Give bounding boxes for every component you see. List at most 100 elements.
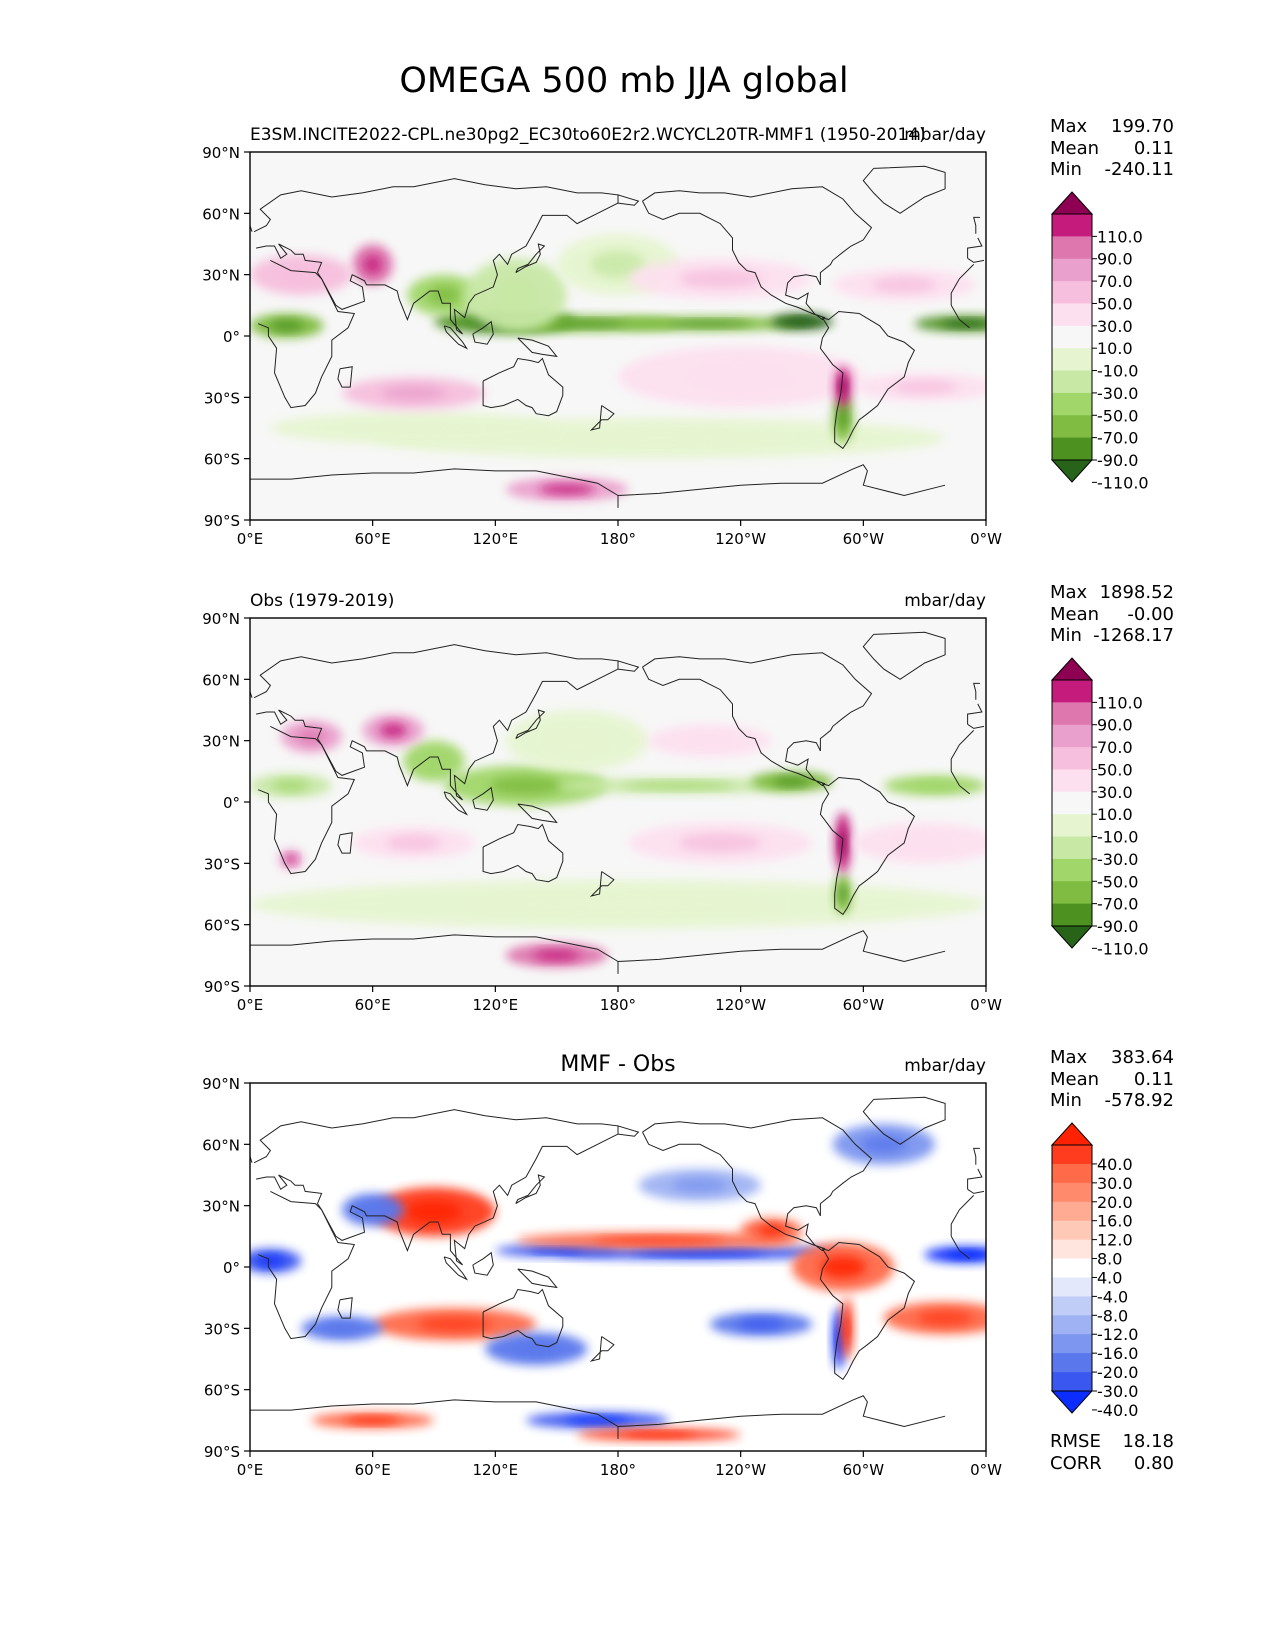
coastline-north-america bbox=[642, 652, 873, 787]
lon-tick-label: 120°E bbox=[473, 530, 519, 548]
coastlines bbox=[250, 1096, 985, 1439]
stat-min-value: -240.11 bbox=[1105, 159, 1174, 180]
colorbar-extend-min bbox=[1050, 925, 1094, 949]
colorbar-level-label: -30.0 bbox=[1097, 850, 1138, 869]
colorbar-extend-min bbox=[1050, 1390, 1094, 1414]
coastline-africa bbox=[950, 730, 975, 772]
coastline-new-zealand bbox=[589, 405, 615, 431]
field-core bbox=[489, 776, 563, 795]
coastline-australia bbox=[482, 357, 564, 417]
colorbar-segment bbox=[1052, 1334, 1092, 1354]
field-core bbox=[545, 320, 629, 328]
stat-min-value: -1268.17 bbox=[1093, 625, 1174, 646]
field-core bbox=[345, 1416, 401, 1425]
coastline-eurasia bbox=[253, 178, 619, 335]
lat-tick-label: 30°N bbox=[202, 1198, 240, 1216]
colorbar-level-label: -110.0 bbox=[1097, 939, 1149, 958]
lon-tick-label: 60°W bbox=[843, 530, 885, 548]
colorbar-segment bbox=[1052, 437, 1092, 461]
coastline-borneo bbox=[472, 1251, 494, 1276]
coastline-antarctica bbox=[617, 930, 946, 974]
stat-min-label: Min bbox=[1050, 159, 1082, 180]
field-core bbox=[590, 250, 646, 279]
stat-mean-value: 0.11 bbox=[1134, 1069, 1174, 1090]
coastline-borneo bbox=[472, 786, 494, 811]
lon-tick-label: 120°W bbox=[715, 996, 766, 1014]
stat-max-value: 199.70 bbox=[1111, 116, 1174, 137]
colorbar-level-label: 50.0 bbox=[1097, 760, 1133, 779]
map-background bbox=[250, 618, 986, 986]
colorbar-level-label: 50.0 bbox=[1097, 294, 1133, 313]
panel-diff: 90°N 60°N 30°N 0° 30°S 60°S 90°S0°E 60°E 120°E 18… bbox=[202, 1047, 1174, 1479]
lon-tick-label: 120°W bbox=[715, 1461, 766, 1479]
coastline-madagascar bbox=[337, 1297, 353, 1319]
field-core bbox=[836, 1324, 842, 1353]
coastline-eurasia bbox=[967, 703, 983, 725]
stat-mean-label: Mean bbox=[1050, 1069, 1099, 1090]
coastline-eurasia bbox=[967, 1188, 985, 1194]
field-core bbox=[379, 723, 407, 738]
colorbar-segment bbox=[1052, 1182, 1092, 1203]
coastline-africa bbox=[950, 771, 970, 795]
coastline-greenland bbox=[862, 631, 946, 680]
stat-max-label: Max bbox=[1050, 582, 1088, 603]
lon-tick-label: 0°E bbox=[237, 530, 264, 548]
coastline-south-america bbox=[819, 776, 916, 916]
coastline-new-guinea bbox=[517, 803, 558, 824]
colorbar-segment bbox=[1052, 1315, 1092, 1335]
colorbar-level-label: 90.0 bbox=[1097, 716, 1133, 735]
colorbar-extend-max bbox=[1050, 191, 1094, 215]
colorbar-segment bbox=[1052, 1239, 1092, 1260]
colorbar-level-label: -20.0 bbox=[1097, 1363, 1138, 1382]
coastline-antarctica bbox=[250, 468, 619, 508]
coastline-australia bbox=[482, 1288, 564, 1348]
coastline-north-america bbox=[642, 1117, 873, 1252]
field-core bbox=[624, 781, 735, 790]
colorbar-frame bbox=[1051, 679, 1093, 927]
colorbar-level-label: -70.0 bbox=[1097, 895, 1138, 914]
lon-tick-label: 120°E bbox=[473, 996, 519, 1014]
field-core bbox=[838, 406, 848, 429]
colorbar-level-label: 40.0 bbox=[1097, 1155, 1133, 1174]
field-core bbox=[363, 255, 382, 274]
colorbar-level-label: 70.0 bbox=[1097, 738, 1133, 757]
stat-rmse-label: RMSE bbox=[1050, 1431, 1101, 1452]
colorbar-segment bbox=[1052, 769, 1092, 793]
field-core bbox=[323, 1322, 361, 1334]
colorbar: 110.0 90.0 70.0 50.0 30.0 10.0 -10.0 -30.0 -50.0… bbox=[1050, 657, 1149, 958]
colorbar-frame bbox=[1051, 213, 1093, 461]
coastline-japan bbox=[515, 709, 546, 740]
colorbar-segment bbox=[1052, 325, 1092, 349]
colorbar-level-label: -90.0 bbox=[1097, 917, 1138, 936]
field-core bbox=[530, 429, 788, 448]
field-core bbox=[544, 726, 610, 755]
stat-corr-value: 0.80 bbox=[1134, 1453, 1174, 1474]
lon-tick-label: 0°W bbox=[970, 996, 1002, 1014]
lat-tick-label: 90°N bbox=[202, 144, 240, 162]
coastline-eurasia bbox=[253, 1109, 619, 1266]
colorbar-segment bbox=[1052, 415, 1092, 439]
coastline-africa bbox=[950, 264, 975, 306]
coastline-antarctica bbox=[250, 1399, 619, 1439]
colorbar-level-label: -4.0 bbox=[1097, 1287, 1128, 1306]
colorbar-extend-max bbox=[1050, 657, 1094, 681]
colorbar-segment bbox=[1052, 702, 1092, 726]
stat-max-value: 383.64 bbox=[1111, 1047, 1174, 1068]
colorbar-segment bbox=[1052, 881, 1092, 905]
coastline-antarctica bbox=[617, 464, 946, 508]
coastline-uk bbox=[973, 682, 980, 700]
panel-title-left: E3SM.INCITE2022-CPL.ne30pg2_EC30to60E2r2… bbox=[250, 125, 926, 145]
field-layer bbox=[250, 233, 986, 502]
colorbar-segment bbox=[1052, 1372, 1092, 1392]
field-core bbox=[635, 1249, 765, 1256]
coastline-south-america bbox=[819, 310, 916, 450]
colorbar-level-label: 30.0 bbox=[1097, 783, 1133, 802]
lat-tick-label: 90°N bbox=[202, 1075, 240, 1093]
field-core bbox=[381, 385, 446, 401]
coastline-greenland bbox=[862, 165, 946, 214]
field-core bbox=[492, 278, 539, 312]
colorbar-segment bbox=[1052, 258, 1092, 282]
colorbar: 110.0 90.0 70.0 50.0 30.0 10.0 -10.0 -30.0 -50.0… bbox=[1050, 191, 1149, 492]
field-core bbox=[738, 1318, 785, 1330]
field-core bbox=[427, 285, 461, 305]
